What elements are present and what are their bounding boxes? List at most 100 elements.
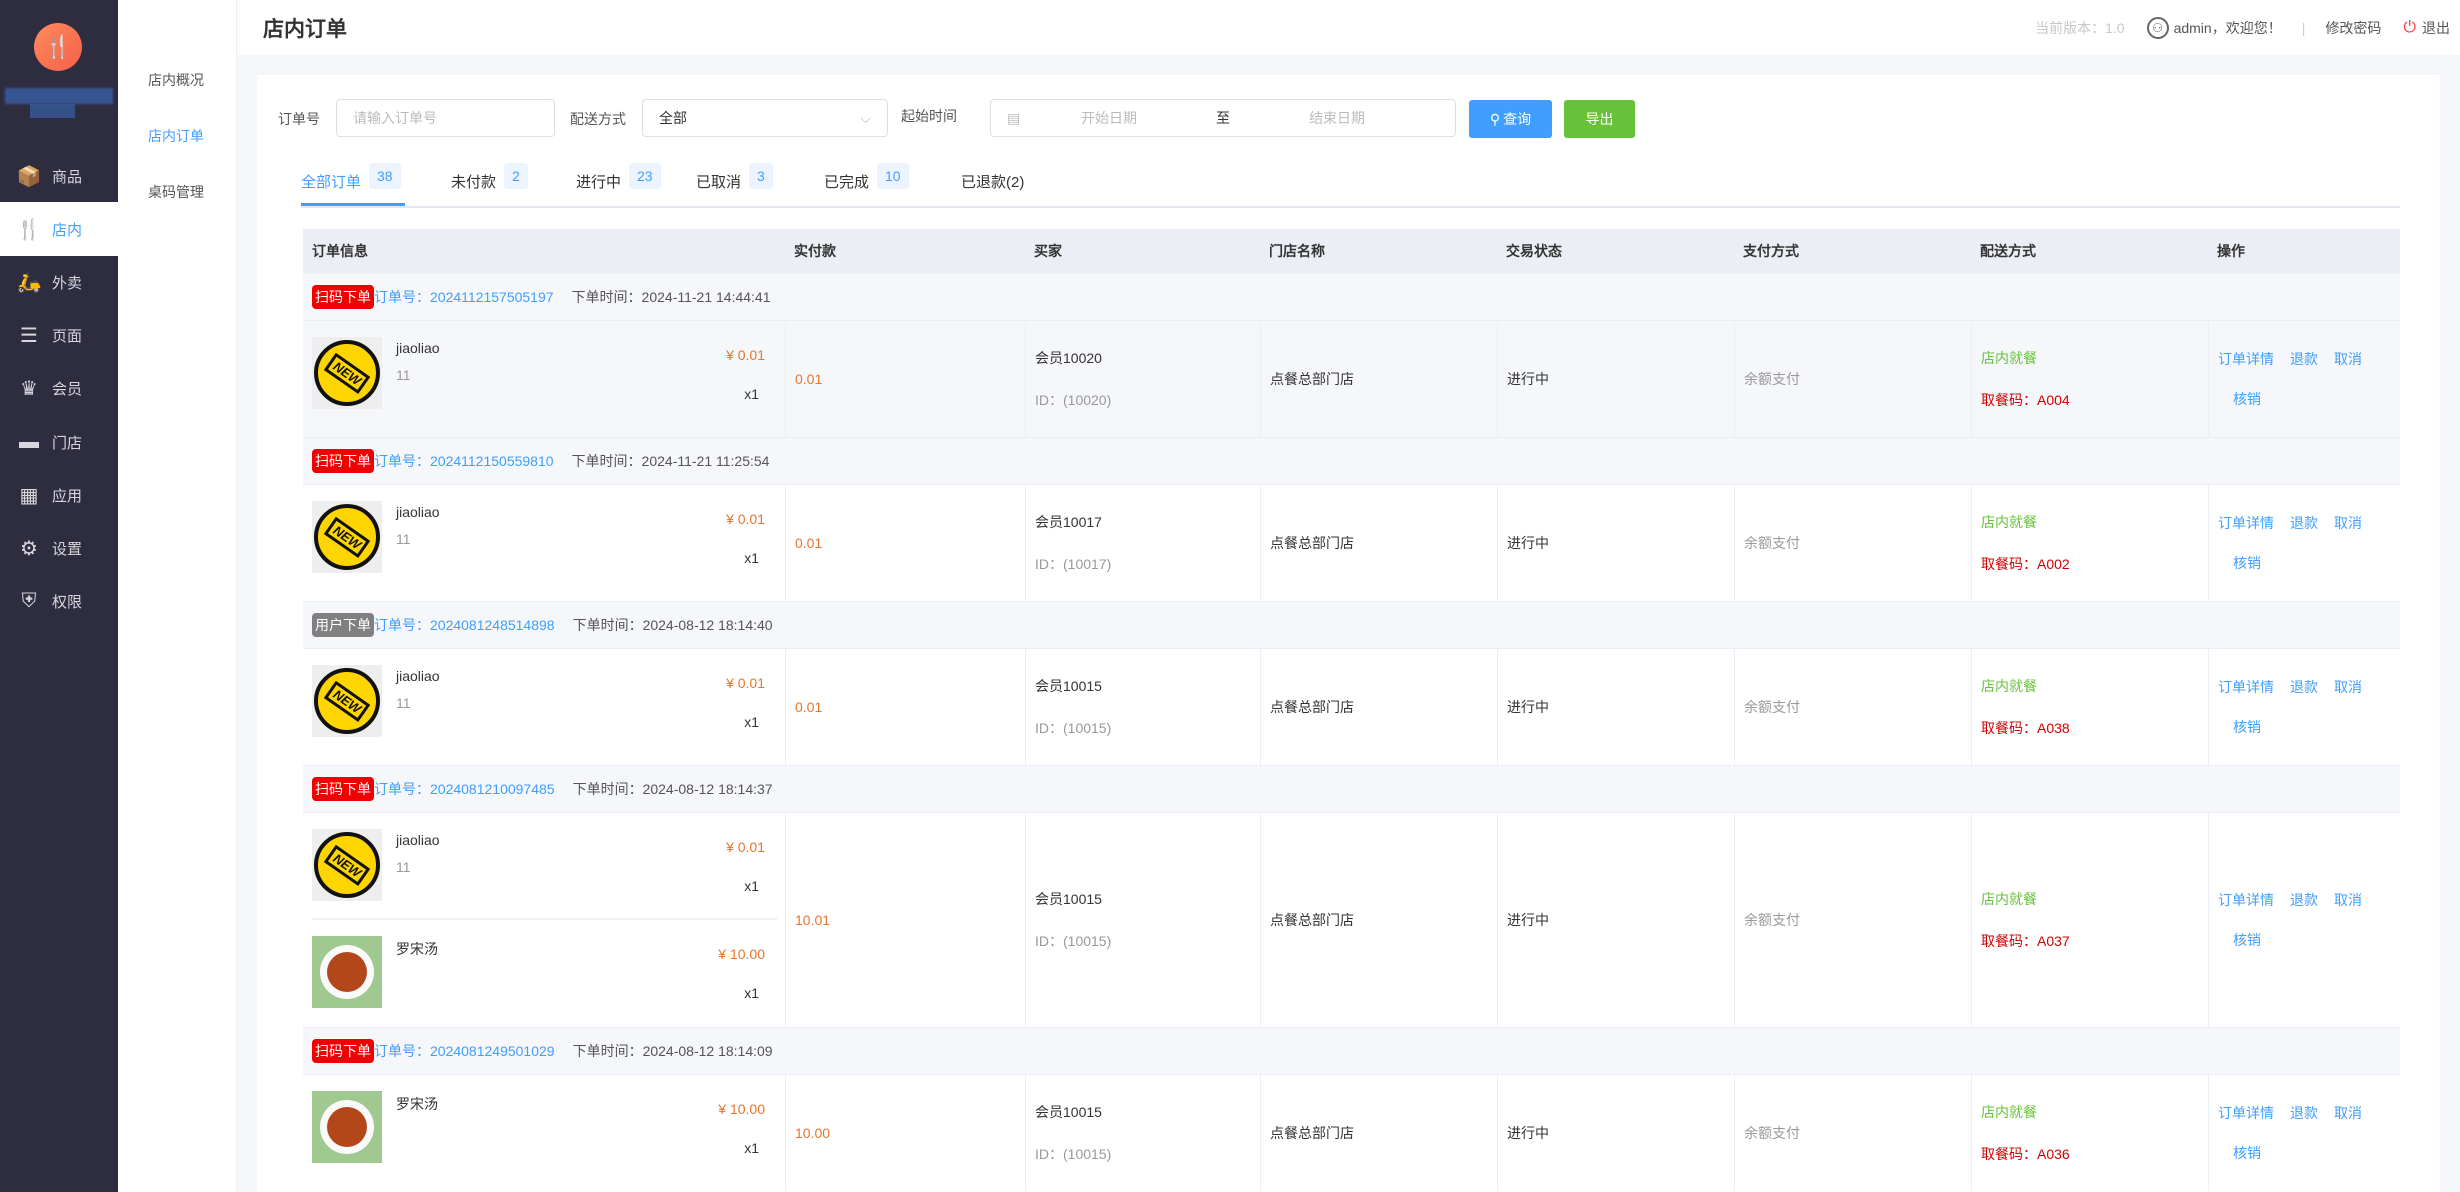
sidebar-item[interactable]: ▦ 应用 [0, 468, 118, 522]
store-name: 点餐总部门店 [1270, 1125, 1354, 1141]
orders-table: 订单信息 实付款 买家 门店名称 交易状态 支付方式 配送方式 操作 扫码下单 订单号：2024… [303, 229, 2400, 1191]
pickup-code: 取餐码：A036 [1981, 1146, 2070, 1162]
product-spec: 11 [396, 531, 411, 547]
payment-cell: 余额支付 [1734, 485, 1971, 601]
refund-link[interactable]: 退款 [2290, 892, 2318, 908]
search-button[interactable]: ⚲ 查询 [1469, 100, 1552, 138]
status-cell: 进行中 [1497, 321, 1734, 437]
verify-link[interactable]: 核销 [2233, 1145, 2261, 1161]
product-price: ¥ 0.01 [726, 839, 765, 855]
column-header: 订单信息 [312, 243, 368, 259]
order-detail-link[interactable]: 订单详情 [2218, 1105, 2274, 1121]
subnav-item-table-codes[interactable]: 桌码管理 [148, 184, 204, 200]
start-date-placeholder[interactable]: 开始日期 [1081, 110, 1137, 126]
product-spec: 11 [396, 695, 411, 711]
order-detail-link[interactable]: 订单详情 [2218, 351, 2274, 367]
buyer-id: ID：(10015) [1035, 720, 1112, 736]
cancel-link[interactable]: 取消 [2334, 892, 2362, 908]
product-name: 罗宋汤 [396, 941, 438, 957]
power-icon[interactable]: ⏻ [2403, 18, 2416, 36]
date-range-picker[interactable]: ▤ 开始日期 至 结束日期 [990, 99, 1456, 137]
cancel-link[interactable]: 取消 [2334, 515, 2362, 531]
paid-amount: 10.01 [795, 912, 831, 928]
refund-link[interactable]: 退款 [2290, 515, 2318, 531]
order-detail-link[interactable]: 订单详情 [2218, 892, 2274, 908]
order-items: NEW jiaoliao 11 ¥ 0.01 x1 [303, 485, 785, 601]
verify-link[interactable]: 核销 [2233, 555, 2261, 571]
top-header: 店内订单 当前版本：1.0 ⚇ admin，欢迎您！ | 修改密码 ⏻ 退出 [237, 0, 2460, 55]
utensils-icon[interactable]: 🍴 [34, 23, 82, 71]
sidebar-item[interactable]: ▬ 门店 [0, 415, 118, 469]
order-header: 用户下单 订单号：2024081248514898 下单时间：2024-08-12 … [303, 601, 2400, 648]
delivery-cell: 店内就餐 取餐码：A002 [1971, 485, 2208, 601]
order-no-input[interactable]: 请输入订单号 [336, 99, 555, 137]
sidebar-item[interactable]: ⚙ 设置 [0, 521, 118, 575]
apps-icon: ▦ [19, 484, 39, 507]
actions-cell: 订单详情 退款 取消核销 [2208, 485, 2400, 601]
tab[interactable]: 未付款 2 [451, 163, 528, 206]
tab[interactable]: 进行中 23 [576, 163, 661, 206]
tab-count-badge: 10 [877, 163, 909, 189]
sidebar-item[interactable]: 🛵 外卖 [0, 255, 118, 309]
payment-cell: 余额支付 [1734, 1075, 1971, 1191]
soup-image [312, 1091, 382, 1163]
end-date-placeholder[interactable]: 结束日期 [1309, 110, 1365, 126]
sidebar-item[interactable]: 🍴 店内 [0, 202, 118, 257]
sidebar-item[interactable]: ☰ 页面 [0, 309, 118, 363]
verify-link[interactable]: 核销 [2233, 932, 2261, 948]
cancel-link[interactable]: 取消 [2334, 1105, 2362, 1121]
logout-link[interactable]: 退出 [2422, 19, 2450, 36]
product-name: jiaoliao [396, 668, 440, 684]
order-no-placeholder: 请输入订单号 [353, 110, 437, 126]
refund-link[interactable]: 退款 [2290, 351, 2318, 367]
order-item: NEW jiaoliao 11 ¥ 0.01 x1 [312, 813, 777, 920]
actions-cell: 订单详情 退款 取消核销 [2208, 649, 2400, 765]
page-icon: ☰ [20, 325, 38, 348]
subnav-item-orders[interactable]: 店内订单 [148, 128, 204, 144]
sidebar-item[interactable]: 📦 商品 [0, 149, 118, 203]
sidebar-item[interactable]: ⛨ 权限 [0, 575, 118, 629]
soup-image [312, 936, 382, 1008]
tab[interactable]: 全部订单 38 [301, 163, 405, 206]
cancel-link[interactable]: 取消 [2334, 679, 2362, 695]
cancel-link[interactable]: 取消 [2334, 351, 2362, 367]
change-password-link[interactable]: 修改密码 [2325, 19, 2382, 36]
box-icon: 📦 [16, 165, 42, 188]
order-number-link[interactable]: 订单号：2024081248514898 [374, 617, 555, 633]
tab[interactable]: 已退款(2) [961, 171, 1024, 206]
order-detail-link[interactable]: 订单详情 [2218, 679, 2274, 695]
order-number-link[interactable]: 订单号：2024112150559810 [374, 453, 554, 469]
paid-amount-cell: 0.01 [785, 321, 1025, 437]
tab-label: 已取消 [696, 174, 742, 191]
paid-amount-cell: 10.01 [785, 813, 1025, 1027]
delivery-select[interactable]: 全部 ⌵ [642, 99, 888, 137]
refund-link[interactable]: 退款 [2290, 1105, 2318, 1121]
product-price: ¥ 0.01 [726, 347, 765, 363]
calendar-icon: ▤ [1007, 109, 1021, 126]
order-detail-link[interactable]: 订单详情 [2218, 515, 2274, 531]
welcome-text: admin，欢迎您！ [2173, 19, 2282, 36]
chevron-down-icon: ⌵ [860, 109, 871, 126]
store-name: 点餐总部门店 [1270, 535, 1354, 551]
buyer-name: 会员10015 [1035, 891, 1102, 907]
pickup-code: 取餐码：A037 [1981, 933, 2070, 949]
column-header: 买家 [1034, 243, 1062, 259]
order-number-link[interactable]: 订单号：2024081249501029 [374, 1043, 555, 1059]
tab[interactable]: 已取消 3 [696, 163, 773, 206]
tab[interactable]: 已完成 10 [824, 163, 909, 206]
order-time: 下单时间：2024-08-12 18:14:09 [572, 1043, 773, 1059]
subnav-item-overview[interactable]: 店内概况 [148, 72, 204, 88]
verify-link[interactable]: 核销 [2233, 391, 2261, 407]
store-name: 点餐总部门店 [1270, 912, 1354, 928]
store-name: 点餐总部门店 [1270, 371, 1354, 387]
sidebar-item[interactable]: ♛ 会员 [0, 362, 118, 416]
verify-link[interactable]: 核销 [2233, 719, 2261, 735]
order-number-link[interactable]: 订单号：2024081210097485 [374, 781, 555, 797]
refund-link[interactable]: 退款 [2290, 679, 2318, 695]
buyer-cell: 会员10015 ID：(10015) [1025, 649, 1260, 765]
paid-amount-cell: 0.01 [785, 649, 1025, 765]
subnav: 店内概况 店内订单 桌码管理 [118, 0, 237, 1192]
version-text: 当前版本：1.0 [2035, 19, 2125, 36]
order-number-link[interactable]: 订单号：2024112157505197 [374, 289, 554, 305]
export-button[interactable]: 导出 [1564, 100, 1635, 138]
